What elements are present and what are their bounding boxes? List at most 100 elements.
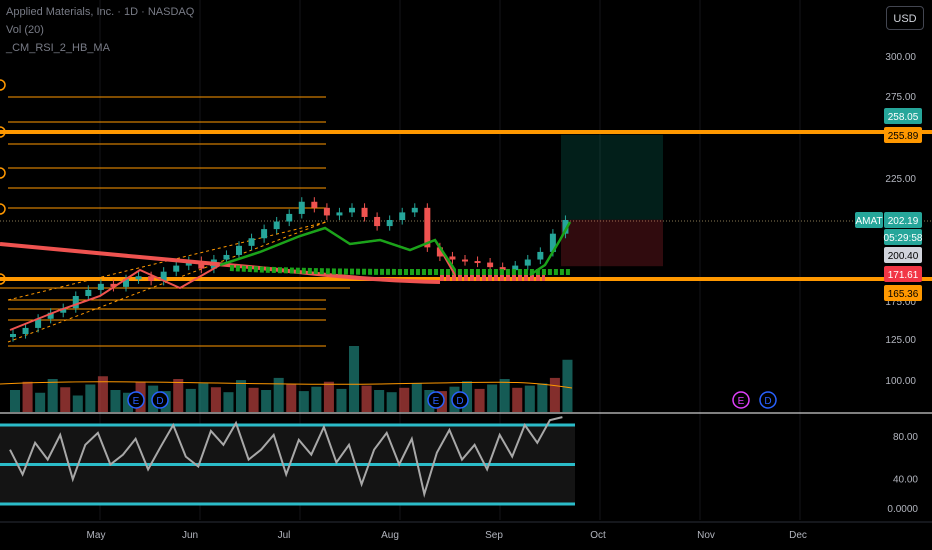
- volume-bar: [298, 391, 309, 412]
- price-tag-box: [884, 108, 922, 124]
- fib-levels: [0, 79, 932, 347]
- event-marker: D: [151, 391, 169, 409]
- volume-bar: [487, 384, 498, 412]
- volume-bar: [323, 381, 334, 412]
- candle-body: [336, 212, 343, 216]
- volume-bar: [499, 379, 510, 412]
- event-marker-circle: [451, 391, 469, 409]
- volume-bar: [311, 386, 322, 412]
- candle-body: [135, 276, 142, 280]
- green-dotted-ma: [229, 265, 570, 275]
- event-marker-glyph: D: [456, 396, 463, 407]
- time-axis-label: Aug: [381, 530, 399, 541]
- candle-body: [512, 265, 519, 271]
- price-tick-label: 100.00: [885, 376, 916, 387]
- event-marker-circle: [427, 391, 445, 409]
- candle-body: [85, 289, 92, 296]
- event-marker: D: [451, 391, 469, 409]
- volume-bar: [10, 390, 21, 412]
- event-marker-circle: [127, 391, 145, 409]
- price-tag-box: [884, 247, 922, 263]
- volume-bar: [261, 390, 272, 412]
- volume-bar: [549, 377, 560, 412]
- symbol-tag-text: AMAT: [855, 216, 882, 227]
- rsi-pane: [0, 416, 575, 506]
- volume-bar: [210, 387, 221, 412]
- time-axis-label: Sep: [485, 530, 503, 541]
- event-marker-glyph: D: [764, 396, 771, 407]
- price-tag-box: [884, 285, 922, 301]
- volume-bar: [22, 381, 33, 412]
- price-tick-label: 125.00: [885, 335, 916, 346]
- price-tick-label: 225.00: [885, 174, 916, 185]
- price-tag-box: [884, 212, 922, 228]
- candle-body: [110, 283, 117, 287]
- candle-body: [424, 207, 431, 248]
- price-tag-text: 255.89: [888, 131, 919, 142]
- price-tag-box: [884, 229, 922, 245]
- candle-body: [411, 207, 418, 213]
- candle-body: [524, 259, 531, 266]
- price-tag-text: 200.40: [888, 251, 919, 262]
- candle-body: [97, 283, 104, 290]
- volume-indicator-label[interactable]: Vol (20): [6, 24, 44, 36]
- event-marker: E: [427, 391, 445, 409]
- volume-bar: [47, 379, 58, 412]
- volume-bar: [474, 388, 485, 412]
- event-marker-circle: [732, 391, 750, 409]
- volume-bar: [236, 380, 247, 412]
- signal-line-green-recent: [529, 221, 572, 277]
- rsi-tick-label: 0.0000: [887, 504, 918, 515]
- price-tag-text: 202.19: [888, 216, 919, 227]
- event-marker-glyph: E: [738, 396, 745, 407]
- level-handle-circle: [0, 273, 6, 285]
- price-tag: 171.61: [884, 266, 922, 282]
- currency-button[interactable]: USD: [886, 6, 924, 30]
- rsi-tick-label: 80.00: [893, 432, 918, 443]
- event-marker-circle: [151, 391, 169, 409]
- red-ma-line: [0, 242, 441, 284]
- volume-bar: [273, 377, 284, 412]
- level-handle-circle: [0, 167, 6, 179]
- time-axis-label: Dec: [789, 530, 807, 541]
- event-marker-glyph: E: [133, 396, 140, 407]
- price-tag-text: 258.05: [888, 112, 919, 123]
- candle-body: [223, 254, 230, 260]
- candle-body: [487, 262, 494, 268]
- candle-body: [436, 247, 443, 257]
- symbol-title: Applied Materials, Inc. · 1D · NASDAQ: [6, 6, 195, 18]
- volume-bar: [537, 383, 548, 412]
- candle-body: [449, 256, 456, 260]
- rsi-indicator-label[interactable]: _CM_RSI_2_HB_MA: [6, 42, 110, 54]
- candle-body: [22, 327, 29, 334]
- volume-bar: [198, 383, 209, 412]
- volume-bar: [248, 387, 259, 412]
- volume-bar: [361, 385, 372, 412]
- candle-body: [236, 245, 242, 255]
- volume-bar: [336, 388, 347, 412]
- candle-body: [549, 233, 556, 252]
- candle-body: [474, 261, 481, 264]
- volume-bar: [97, 376, 108, 412]
- position-target-zone: [561, 134, 663, 220]
- price-tag-text: 05:29:58: [884, 233, 923, 244]
- candle-body: [35, 318, 42, 328]
- candle-body: [361, 207, 368, 217]
- volume-bar: [173, 379, 184, 412]
- volume-bar: [72, 395, 83, 412]
- time-axis-label: Jun: [182, 530, 198, 541]
- candle-body: [10, 334, 16, 338]
- candle-body: [323, 207, 330, 216]
- level-handle-circle: [0, 126, 6, 138]
- event-marker: E: [732, 391, 750, 409]
- rsi-line: [9, 416, 563, 499]
- candle-body: [60, 308, 67, 313]
- volume-bar: [286, 384, 297, 412]
- candle-body: [123, 279, 129, 287]
- candle-body: [349, 207, 355, 213]
- candle-body: [499, 267, 506, 271]
- symbol-tag: AMAT: [855, 212, 883, 228]
- price-tag: 200.40: [884, 247, 922, 263]
- candle-body: [562, 220, 569, 234]
